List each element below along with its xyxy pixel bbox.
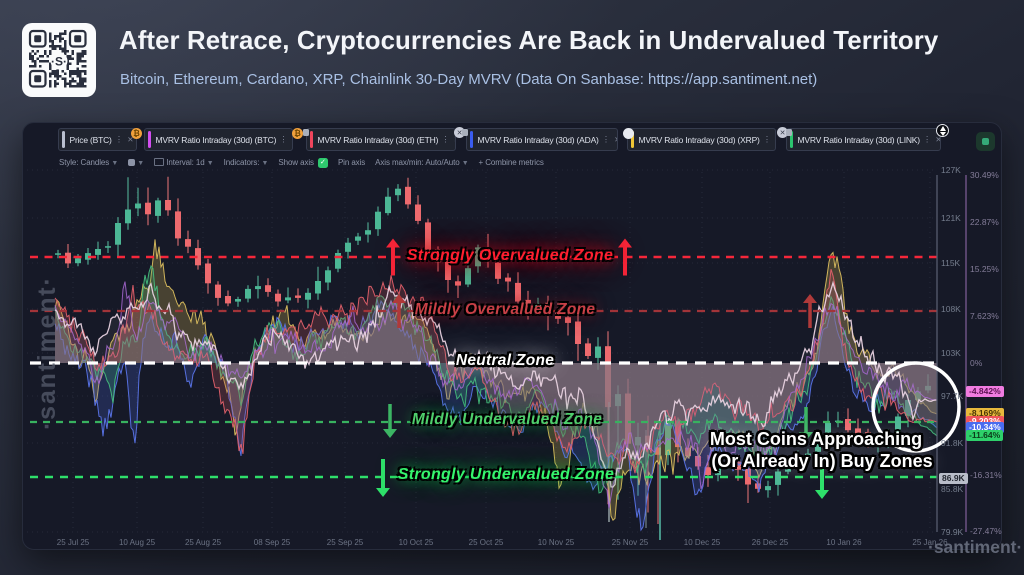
svg-text:·S·: ·S· xyxy=(51,55,67,69)
